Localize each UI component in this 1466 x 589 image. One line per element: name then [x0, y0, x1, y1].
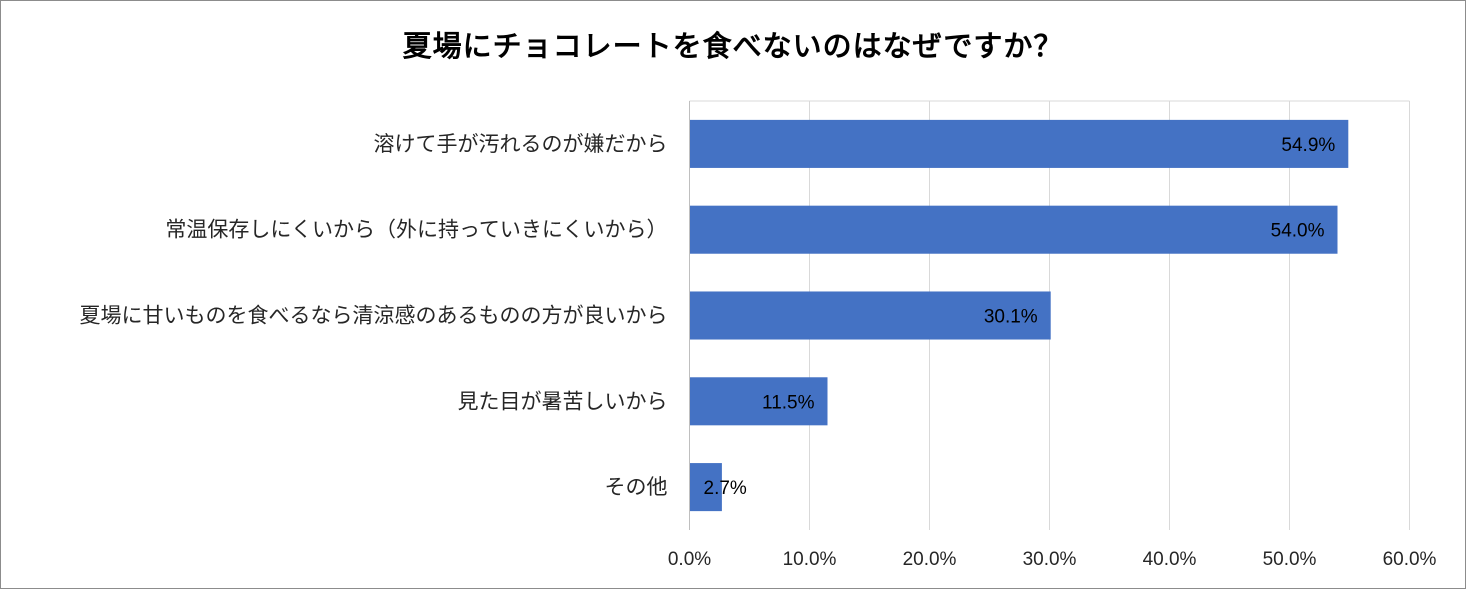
category-label: 見た目が暑苦しいから — [458, 389, 668, 413]
x-tick-label: 20.0% — [903, 549, 957, 570]
bar — [690, 463, 722, 512]
chart-title: 夏場にチョコレートを食べないのはなぜですか？ — [402, 29, 1064, 63]
bar — [690, 119, 1349, 168]
x-tick-labels: 0.0% 10.0% 20.0% 30.0% 40.0% 50.0% 60.0% — [668, 549, 1437, 570]
bar — [690, 291, 1051, 340]
category-label: 夏場に甘いものを食べるなら清涼感のあるものの方が良いから — [80, 304, 668, 328]
bar — [690, 377, 828, 426]
x-tick-label: 0.0% — [668, 549, 711, 570]
data-label: 54.0% — [1271, 221, 1325, 242]
x-tick-label: 60.0% — [1383, 549, 1437, 570]
x-tick-label: 50.0% — [1263, 549, 1317, 570]
data-label: 30.1% — [984, 307, 1038, 328]
category-label: 常温保存しにくいから（外に持っていきにくいから） — [165, 218, 667, 242]
x-tick-label: 30.0% — [1023, 549, 1077, 570]
data-label: 54.9% — [1281, 135, 1335, 156]
x-tick-label: 10.0% — [783, 549, 837, 570]
data-label: 11.5% — [762, 392, 815, 413]
category-label: 溶けて手が汚れるのが嫌だから — [374, 132, 668, 156]
bar — [690, 205, 1338, 254]
category-label: その他 — [605, 475, 668, 499]
data-label: 2.7% — [704, 478, 747, 499]
x-tick-label: 40.0% — [1143, 549, 1197, 570]
data-labels: 54.9% 54.0% 30.1% 11.5% 2.7% — [704, 135, 1336, 499]
bars — [690, 119, 1349, 512]
